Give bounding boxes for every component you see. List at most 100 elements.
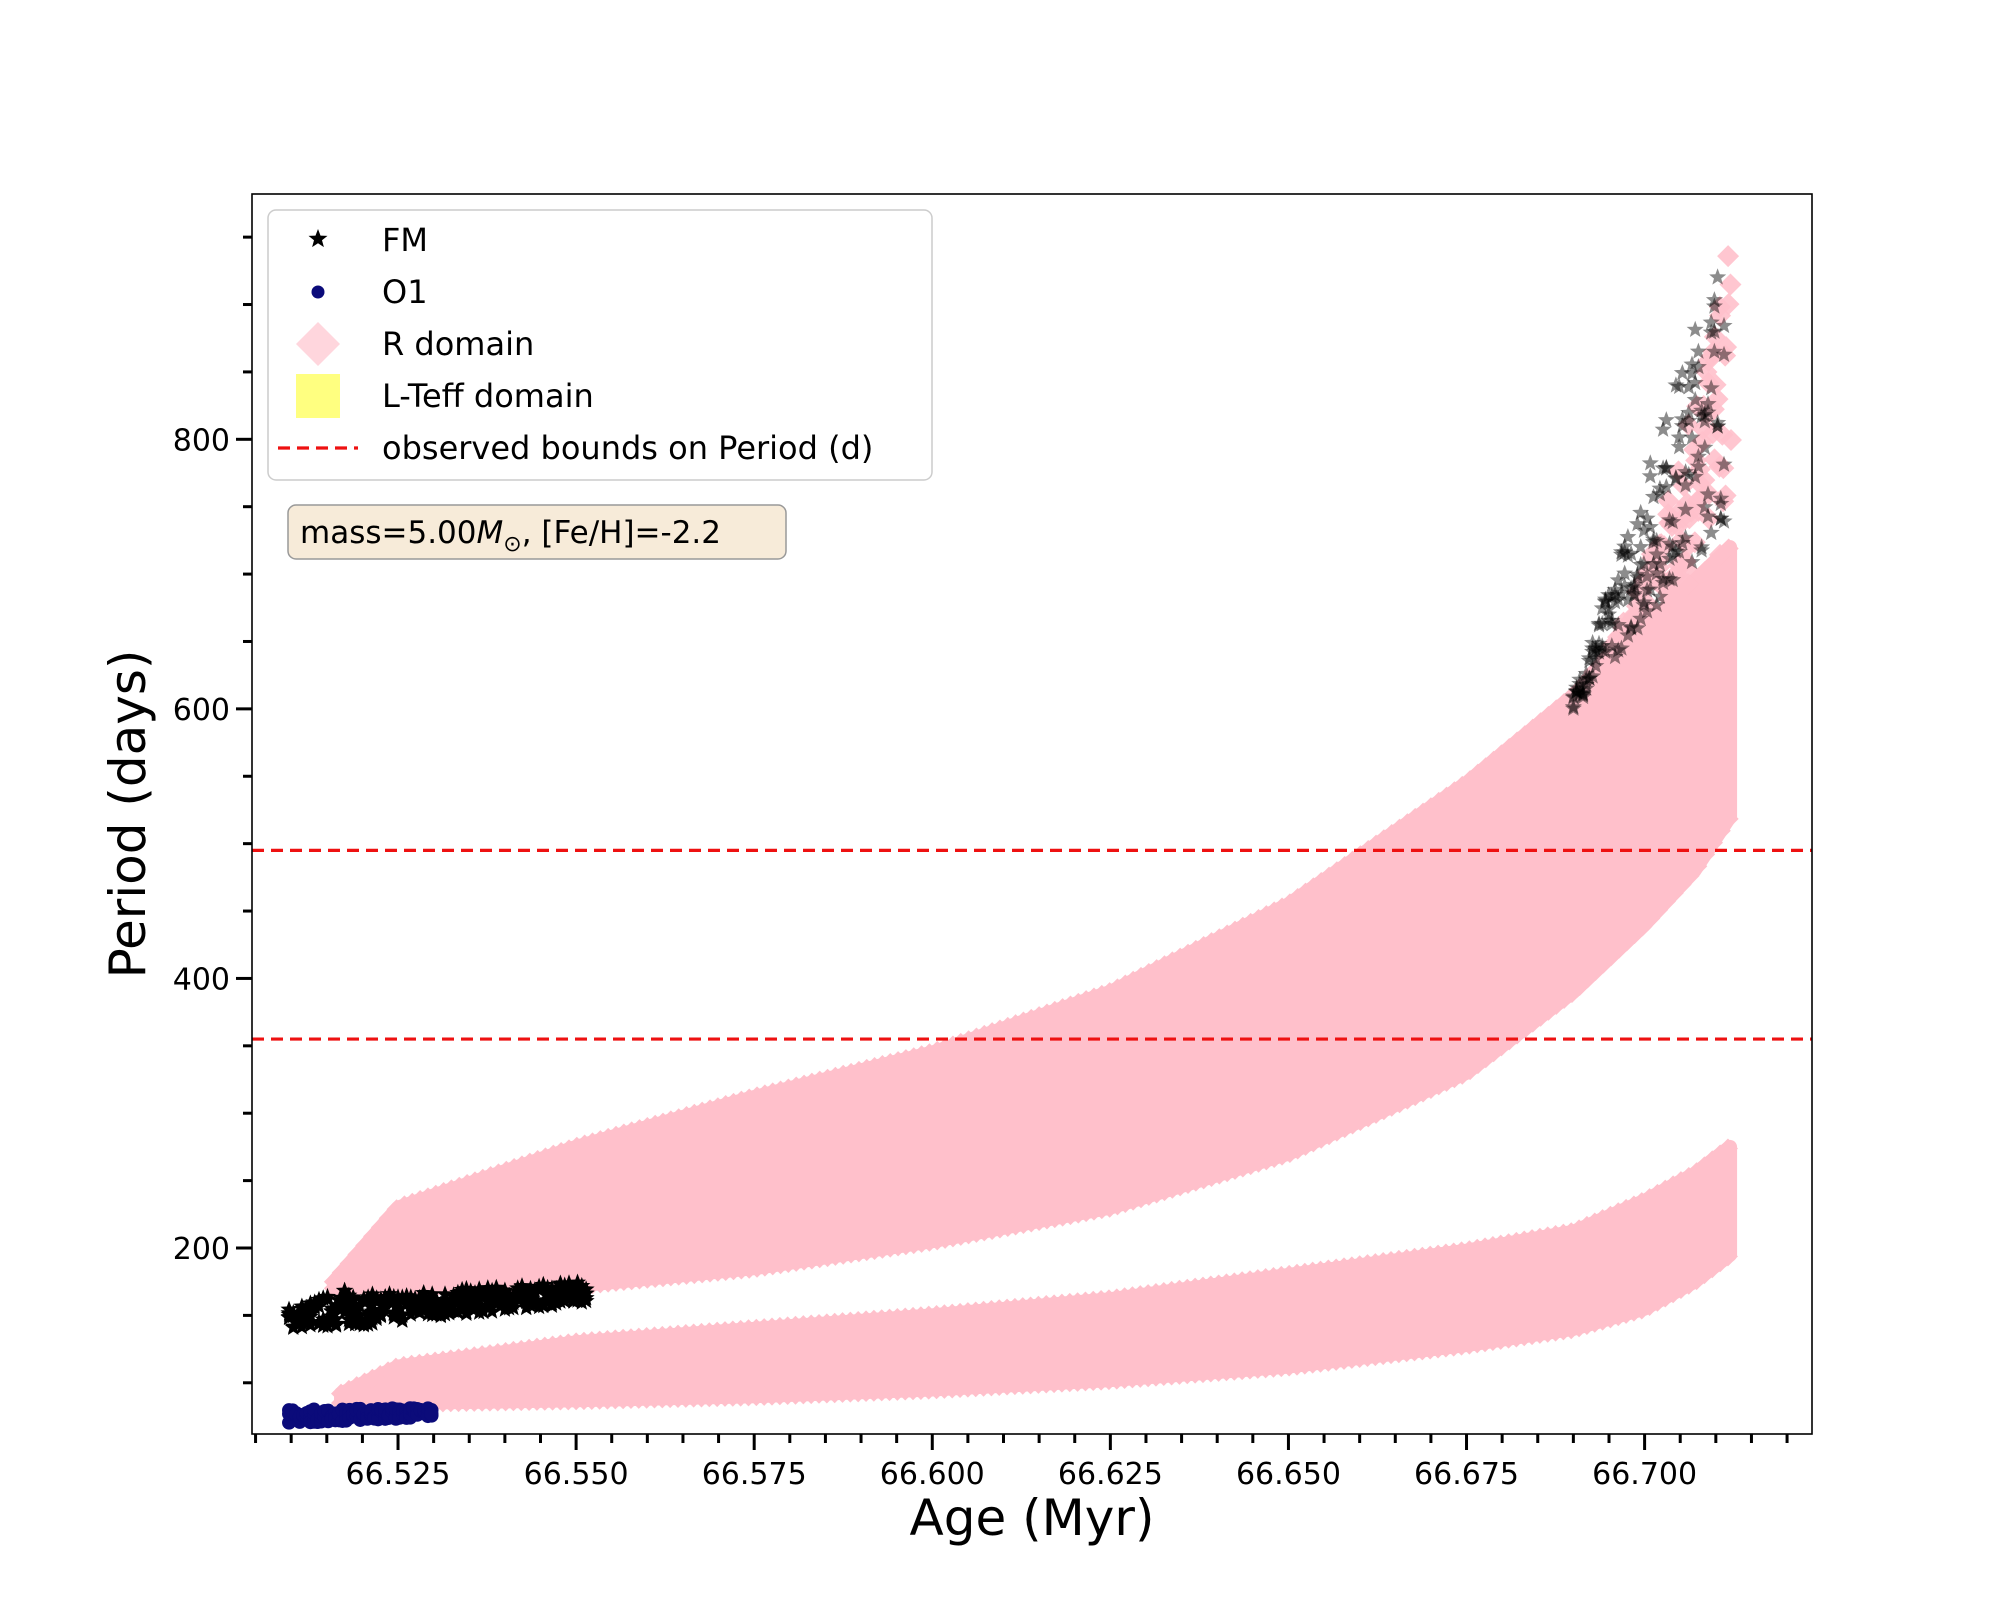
fm-point: [1564, 687, 1582, 704]
fm-point: [1654, 459, 1672, 476]
fm-point: [1657, 478, 1675, 495]
fm-point: [336, 1303, 354, 1320]
fm-point: [496, 1288, 514, 1305]
fm-point: [1680, 403, 1698, 421]
fm-point: [1667, 469, 1685, 487]
fm-point: [1564, 699, 1582, 716]
fm-point: [1622, 618, 1640, 635]
fm-point: [1625, 575, 1643, 593]
fm-point: [1693, 541, 1711, 558]
fm-point: [1593, 614, 1611, 632]
fm-point: [1705, 291, 1723, 308]
fm-point: [1683, 355, 1701, 372]
o1-points: [282, 1401, 439, 1430]
fm-point: [1584, 639, 1602, 656]
fm-point: [1603, 637, 1621, 654]
fm-point: [1632, 538, 1650, 555]
r-domain-point: [982, 1022, 1003, 1043]
fm-point: [1635, 593, 1653, 610]
r-domain-point: [1720, 428, 1743, 451]
fm-point: [1651, 479, 1669, 496]
fm-point: [423, 1285, 441, 1302]
fm-point: [1577, 664, 1595, 682]
fm-point: [1638, 581, 1656, 598]
fm-point: [1644, 555, 1663, 572]
legend-label-1: O1: [382, 273, 428, 311]
fm-point: [483, 1281, 501, 1298]
fm-point: [1673, 533, 1691, 551]
fm-point: [1696, 438, 1714, 455]
fm-point: [1584, 642, 1602, 660]
fm-point: [1702, 379, 1720, 396]
fm-point: [323, 1307, 341, 1324]
fm-point: [1580, 649, 1598, 666]
annotation-box: [287, 504, 787, 560]
fm-point: [1580, 651, 1598, 669]
fm-point: [1715, 345, 1733, 362]
fm-point: [1606, 648, 1624, 665]
fm-point: [1619, 591, 1637, 608]
fm-point: [1667, 468, 1685, 486]
fm-point: [1689, 342, 1707, 359]
r-domain-point: [1718, 808, 1739, 829]
fm-point: [1580, 669, 1598, 686]
fm-point: [1619, 546, 1637, 563]
fm-point: [1574, 685, 1592, 702]
fm-point: [340, 1314, 358, 1332]
x-tick-label: 66.575: [702, 1457, 807, 1492]
annotation-symbol: M: [477, 515, 504, 551]
fm-point: [410, 1303, 428, 1320]
r-domain-point: [1706, 388, 1729, 411]
fm-point: [1616, 537, 1634, 554]
fm-point: [1657, 411, 1675, 428]
fm-point: [1625, 578, 1643, 595]
fm-point: [1641, 467, 1659, 484]
fm-point: [1628, 515, 1646, 532]
fm-point: [445, 1286, 463, 1303]
legend-marker-2: [296, 322, 340, 366]
fm-point: [1612, 584, 1630, 601]
fm-point: [1600, 600, 1618, 617]
fm-point: [569, 1273, 587, 1290]
fm-point: [1590, 616, 1608, 633]
fm-point: [487, 1279, 505, 1296]
fm-point: [1593, 599, 1611, 616]
fm-point: [573, 1276, 591, 1294]
r-domain-point: [1708, 543, 1731, 566]
fm-point: [1596, 590, 1614, 607]
fm-point: [1609, 571, 1627, 588]
fm-point: [1568, 682, 1586, 699]
fm-point: [1670, 377, 1688, 395]
fm-point: [1689, 447, 1707, 464]
fm-points: [280, 268, 1733, 1335]
fm-point: [1635, 596, 1653, 613]
fm-point: [1641, 454, 1659, 471]
r-domain-point: [1677, 573, 1700, 596]
fm-point: [1590, 634, 1608, 651]
fm-point: [1587, 657, 1605, 674]
fm-point: [1715, 316, 1733, 334]
fm-point: [1603, 587, 1621, 604]
fm-point: [1577, 670, 1595, 687]
fm-point: [393, 1311, 411, 1328]
fm-point: [1584, 667, 1602, 684]
x-axis: 66.525 66.550 66.575 66.600 66.625 66.650 66.6…: [254, 1434, 1789, 1492]
fm-point: [385, 1308, 403, 1325]
fm-point: [318, 1287, 337, 1304]
fm-point: [1648, 545, 1666, 562]
r-domain-point: [1657, 489, 1680, 512]
fm-point: [1709, 417, 1727, 434]
fm-point: [1715, 512, 1733, 529]
fm-point: [1606, 580, 1624, 598]
fm-point: [1571, 674, 1589, 692]
fm-point: [496, 1281, 514, 1298]
fm-point: [1603, 615, 1621, 632]
fm-point: [577, 1292, 595, 1309]
fm-point: [1702, 323, 1720, 340]
fm-point: [310, 1297, 328, 1314]
fm-point: [1612, 545, 1630, 562]
fm-point: [1600, 611, 1618, 629]
legend-marker-0: [308, 229, 328, 248]
fm-point: [1577, 675, 1595, 693]
